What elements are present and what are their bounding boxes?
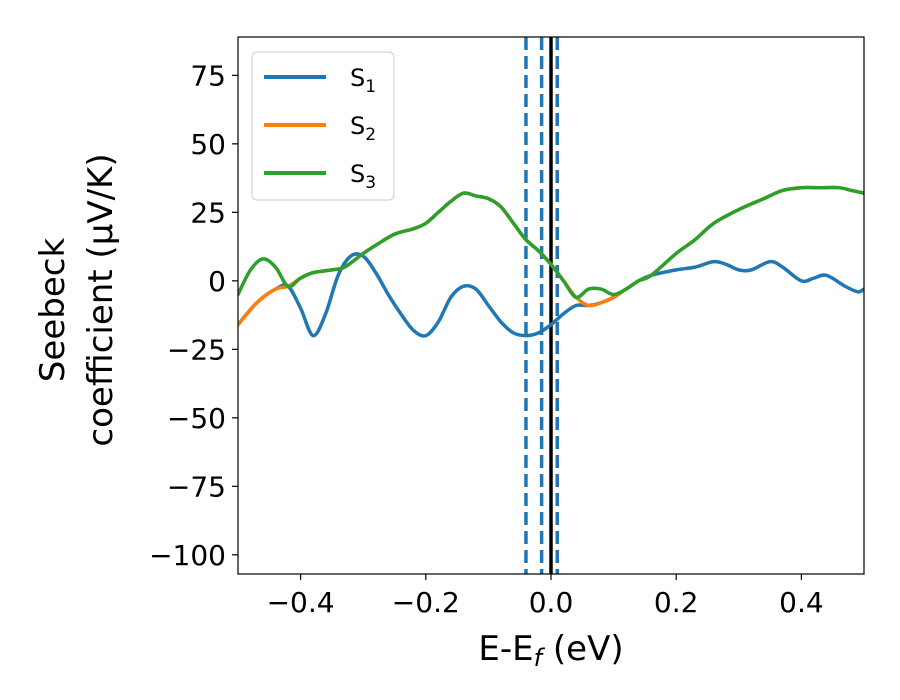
y-tick-label: 50	[190, 128, 226, 161]
y-tick-label: −50	[167, 402, 226, 435]
vertical-lines	[524, 37, 560, 574]
x-axis-label: E-Ef (eV)	[478, 629, 623, 672]
y-axis-label-line1: Seebeck	[33, 238, 73, 383]
y-tick-label: −25	[167, 333, 226, 366]
x-tick-label: −0.4	[267, 586, 335, 619]
y-axis-ticks: 75 50 25 0 −25 −50 −75 −100	[149, 59, 238, 572]
legend-label-s1: S1	[350, 64, 376, 97]
legend-label-s3: S3	[350, 160, 376, 193]
y-axis-label-line2: coefficient (μV/K)	[81, 153, 121, 446]
y-tick-label: −75	[167, 470, 226, 503]
y-tick-label: 75	[190, 59, 226, 92]
legend-label-s2: S2	[350, 112, 376, 145]
x-tick-label: 0.2	[654, 586, 699, 619]
series-lines	[238, 185, 864, 338]
x-axis-ticks: −0.4 −0.2 0.0 0.2 0.4	[267, 574, 824, 619]
series-line-s3	[238, 185, 864, 300]
y-tick-label: 25	[190, 196, 226, 229]
y-tick-label: −100	[149, 539, 226, 572]
series-line-s1	[238, 252, 864, 338]
y-tick-label: 0	[208, 265, 226, 298]
x-tick-label: 0.4	[779, 586, 824, 619]
x-tick-label: 0.0	[529, 586, 574, 619]
legend: S1 S2 S3	[251, 51, 395, 201]
x-tick-label: −0.2	[392, 586, 460, 619]
